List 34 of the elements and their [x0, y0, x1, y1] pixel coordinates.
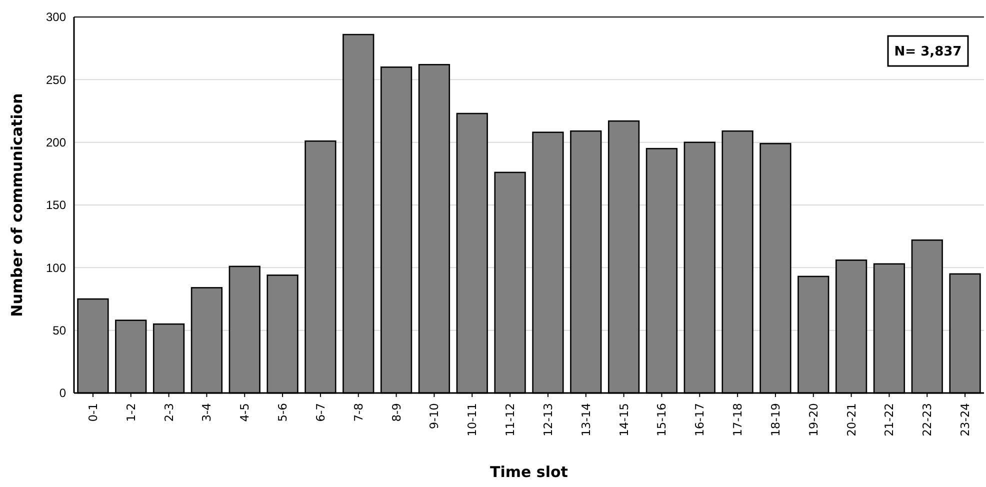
x-tick-label: 0-1 [86, 403, 100, 422]
x-tick-label: 19-20 [806, 403, 820, 436]
x-tick-label: 13-14 [578, 403, 593, 436]
x-tick-label: 20-21 [844, 403, 858, 436]
x-tick-label: 21-22 [882, 403, 896, 436]
x-tick-label: 4-5 [238, 403, 252, 422]
x-tick-label: 23-24 [958, 403, 972, 436]
x-tick-label: 5-6 [276, 403, 290, 422]
x-tick-label: 2-3 [162, 403, 176, 422]
y-tick-label: 300 [46, 10, 66, 24]
x-tick-label: 9-10 [427, 403, 442, 430]
x-tick-label: 17-18 [730, 403, 745, 436]
y-axis-title: Number of communication [8, 93, 26, 317]
x-tick-label: 14-15 [616, 403, 631, 436]
x-tick-label: 8-9 [389, 403, 404, 422]
x-tick-label: 6-7 [313, 403, 328, 422]
x-axis-title: Time slot [490, 463, 568, 481]
y-tick-label: 250 [46, 72, 66, 87]
x-tick-label: 16-17 [692, 403, 707, 436]
y-tick-label: 100 [46, 260, 66, 275]
x-tick-label: 12-13 [540, 403, 555, 436]
x-tick-label: 18-19 [768, 403, 782, 436]
x-tick-label: 3-4 [200, 403, 214, 422]
x-tick-label: 15-16 [654, 403, 669, 436]
annotation: N= 3,837 [894, 44, 962, 60]
y-tick-label: 150 [46, 198, 66, 212]
y-tick-label: 0 [59, 386, 66, 400]
x-tick-label: 7-8 [351, 403, 366, 422]
x-tick-label: 11-12 [503, 403, 518, 436]
x-tick-label: 10-11 [465, 403, 480, 436]
x-tick-label: 1-2 [124, 403, 138, 422]
y-tick-label: 200 [46, 136, 66, 150]
y-tick-label: 50 [52, 324, 66, 338]
x-tick-label: 22-23 [920, 403, 934, 436]
